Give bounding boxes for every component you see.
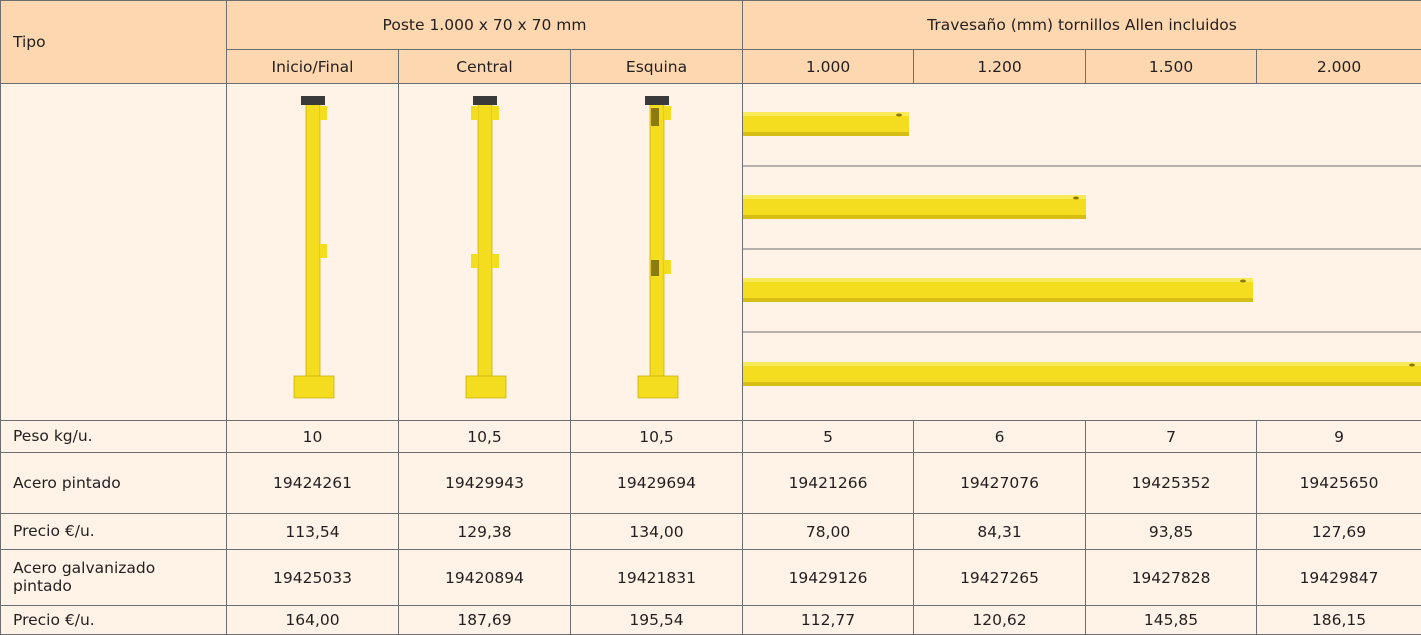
data-cell: 78,00 bbox=[743, 514, 914, 550]
column-header: 1.200 bbox=[914, 50, 1086, 84]
row-label: Peso kg/u. bbox=[1, 421, 227, 453]
empty-cell bbox=[1, 84, 227, 421]
row-label: Acero pintado bbox=[1, 453, 227, 514]
rail-image bbox=[743, 84, 1421, 420]
row-label-text: Peso kg/u. bbox=[13, 428, 93, 446]
data-cell: 134,00 bbox=[571, 514, 743, 550]
data-cell: 19425650 bbox=[1257, 453, 1421, 514]
data-cell: 186,15 bbox=[1257, 606, 1421, 635]
data-cell: 19429126 bbox=[743, 550, 914, 606]
post-image bbox=[399, 84, 571, 420]
data-cell: 129,38 bbox=[399, 514, 571, 550]
data-cell: 7 bbox=[1086, 421, 1257, 453]
data-cell: 164,00 bbox=[227, 606, 399, 635]
page: TipoPoste 1.000 x 70 x 70 mmTravesaño (m… bbox=[0, 0, 1421, 633]
row-label-text: Precio €/u. bbox=[13, 612, 95, 630]
data-cell: 19421266 bbox=[743, 453, 914, 514]
data-cell: 112,77 bbox=[743, 606, 914, 635]
post-image bbox=[571, 84, 743, 420]
data-cell: 10,5 bbox=[571, 421, 743, 453]
group-header: Poste 1.000 x 70 x 70 mm bbox=[227, 1, 743, 50]
column-header: 2.000 bbox=[1257, 50, 1421, 84]
data-cell: 187,69 bbox=[399, 606, 571, 635]
data-cell: 19421831 bbox=[571, 550, 743, 606]
data-cell: 19429847 bbox=[1257, 550, 1421, 606]
row-label-text: Acero pintado bbox=[13, 475, 121, 493]
header-cell: Tipo bbox=[1, 1, 227, 84]
row-label: Precio €/u. bbox=[1, 606, 227, 635]
row-label: Precio €/u. bbox=[1, 514, 227, 550]
data-cell: 19429943 bbox=[399, 453, 571, 514]
product-table: TipoPoste 1.000 x 70 x 70 mmTravesaño (m… bbox=[0, 0, 1421, 635]
image-cell bbox=[399, 84, 571, 421]
data-cell: 195,54 bbox=[571, 606, 743, 635]
group-header: Travesaño (mm) tornillos Allen incluidos bbox=[743, 1, 1421, 50]
data-cell: 19429694 bbox=[571, 453, 743, 514]
row-label-text: Precio €/u. bbox=[13, 523, 95, 541]
data-cell: 5 bbox=[743, 421, 914, 453]
column-header: Inicio/Final bbox=[227, 50, 399, 84]
data-cell: 84,31 bbox=[914, 514, 1086, 550]
data-cell: 19427076 bbox=[914, 453, 1086, 514]
data-cell: 19427828 bbox=[1086, 550, 1257, 606]
data-cell: 113,54 bbox=[227, 514, 399, 550]
data-cell: 19427265 bbox=[914, 550, 1086, 606]
data-cell: 93,85 bbox=[1086, 514, 1257, 550]
image-cell bbox=[743, 84, 1421, 421]
data-cell: 19425352 bbox=[1086, 453, 1257, 514]
data-cell: 10,5 bbox=[399, 421, 571, 453]
post-image bbox=[227, 84, 399, 420]
data-cell: 9 bbox=[1257, 421, 1421, 453]
row-label-text: Acero galvanizado pintado bbox=[13, 560, 188, 596]
data-cell: 120,62 bbox=[914, 606, 1086, 635]
image-cell bbox=[227, 84, 399, 421]
column-header: Central bbox=[399, 50, 571, 84]
data-cell: 19424261 bbox=[227, 453, 399, 514]
data-cell: 19425033 bbox=[227, 550, 399, 606]
data-cell: 127,69 bbox=[1257, 514, 1421, 550]
data-cell: 145,85 bbox=[1086, 606, 1257, 635]
data-cell: 10 bbox=[227, 421, 399, 453]
column-header: Esquina bbox=[571, 50, 743, 84]
table-row bbox=[1, 84, 1421, 421]
column-header: 1.500 bbox=[1086, 50, 1257, 84]
data-cell: 6 bbox=[914, 421, 1086, 453]
column-header: 1.000 bbox=[743, 50, 914, 84]
image-cell bbox=[571, 84, 743, 421]
row-label: Acero galvanizado pintado bbox=[1, 550, 227, 606]
data-cell: 19420894 bbox=[399, 550, 571, 606]
